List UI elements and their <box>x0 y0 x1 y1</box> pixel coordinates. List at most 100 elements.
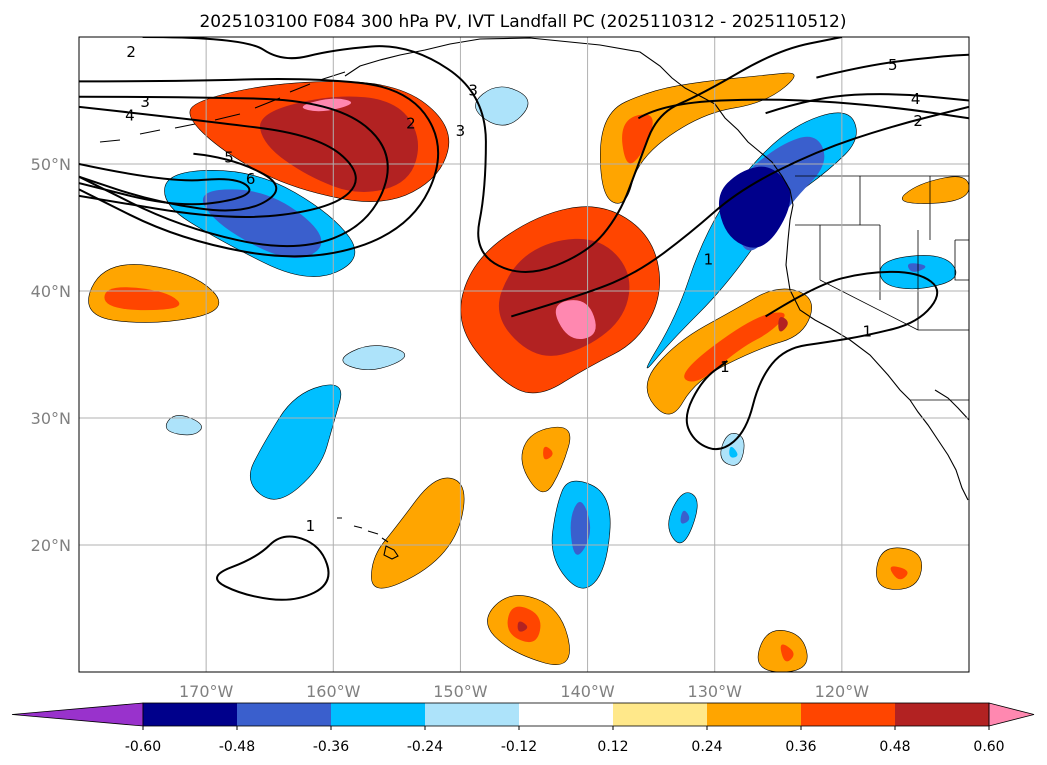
contour-label: 6 <box>246 170 256 188</box>
pv-filled-contours <box>88 72 969 672</box>
contour-line-6-11 <box>79 163 251 206</box>
contour-line-4-7 <box>79 105 357 218</box>
colorbar-segment <box>425 703 520 726</box>
contour-line-4-8 <box>765 93 969 115</box>
contour-label: 1 <box>720 358 730 376</box>
gulf-of-california <box>934 389 969 421</box>
contour-line-1-1 <box>685 270 939 451</box>
colorbar-label: -0.60 <box>125 739 161 755</box>
hawaii-islands <box>337 517 399 560</box>
x-tick-label: 120°W <box>815 682 870 701</box>
pv-region-inner-9 <box>890 566 908 580</box>
pv-region-core-12 <box>718 166 791 248</box>
pv-region-inner-11 <box>202 189 322 258</box>
colorbar-label: 0.48 <box>879 739 910 755</box>
y-tick-label: 30°N <box>31 409 71 428</box>
contour-label: 3 <box>140 93 150 111</box>
pv-region-inner-10 <box>780 644 794 662</box>
colorbar-label: -0.12 <box>501 739 537 755</box>
contour-label: 1 <box>704 250 714 268</box>
x-tick-label: 140°W <box>560 682 615 701</box>
pv-region-inner-17 <box>570 501 591 555</box>
contour-label: 1 <box>863 323 873 341</box>
pv-region-core-1 <box>555 300 596 340</box>
pv-region-14 <box>342 345 406 371</box>
colorbar-label: -0.36 <box>313 739 349 755</box>
us-west-coastline <box>785 219 911 401</box>
pv-region-inner-18 <box>680 510 690 524</box>
contour-label: 2 <box>126 43 136 61</box>
contour-label: 5 <box>888 56 898 74</box>
colorbar-segment <box>707 703 802 726</box>
x-tick-label: 170°W <box>179 682 234 701</box>
alaska-coastline <box>344 37 701 97</box>
x-tick-label: 130°W <box>688 682 743 701</box>
pv-region-inner-4 <box>104 287 180 311</box>
chart-title: 2025103100 F084 300 hPa PV, IVT Landfall… <box>199 12 846 32</box>
pv-region-inner-19 <box>907 263 926 272</box>
colorbar-label: 0.12 <box>597 739 628 755</box>
colorbar-segment <box>613 703 708 726</box>
contour-line-5-10 <box>816 53 969 79</box>
pv-region-inner-0 <box>259 96 419 192</box>
state-borders <box>795 176 969 331</box>
bc-coastline <box>699 95 794 221</box>
colorbar: -0.60 -0.48 -0.36 -0.24 -0.12 0.12 0.24 0.36 0.4… <box>11 702 1035 755</box>
pv-region-2 <box>599 72 795 204</box>
pv-region-inner-20 <box>729 446 738 458</box>
colorbar-label: 0.36 <box>785 739 816 755</box>
colorbar-segment <box>237 703 332 726</box>
contour-label: 2 <box>913 112 923 130</box>
contour-line-3-5 <box>79 95 389 248</box>
contour-line-1-2 <box>511 105 969 318</box>
pv-region-inner-6 <box>543 446 553 460</box>
contour-label: 2 <box>406 114 416 132</box>
contour-label: 3 <box>468 81 478 99</box>
pv-region-5 <box>371 477 465 589</box>
colorbar-label: -0.48 <box>219 739 255 755</box>
pv-region-16 <box>475 86 529 126</box>
pv-region-core-8 <box>517 621 528 632</box>
pv-region-6 <box>521 426 571 493</box>
pv-region-core-3 <box>778 317 788 332</box>
y-tick-label: 50°N <box>31 155 71 174</box>
colorbar-label: 0.60 <box>973 739 1004 755</box>
x-tick-label: 150°W <box>433 682 488 701</box>
y-tick-label: 20°N <box>31 536 71 555</box>
colorbar-label: -0.24 <box>407 739 443 755</box>
x-tick-label: 160°W <box>306 682 361 701</box>
pv-region-inner-1 <box>498 238 630 356</box>
colorbar-segment <box>331 703 426 726</box>
colorbar-segment <box>519 703 614 726</box>
aleutian-islands <box>99 71 346 143</box>
contour-label: 4 <box>125 107 135 125</box>
height-contours <box>79 37 969 601</box>
contour-line-3-6 <box>142 37 843 273</box>
colorbar-label: 0.24 <box>691 739 722 755</box>
contour-label: 3 <box>456 122 466 140</box>
contour-label: 4 <box>911 90 921 108</box>
contour-label: 1 <box>306 517 316 535</box>
colorbar-segment <box>143 703 238 726</box>
y-tick-label: 40°N <box>31 282 71 301</box>
colorbar-segment <box>895 703 990 726</box>
coastlines <box>99 37 969 560</box>
pv-region-core-0 <box>302 98 352 112</box>
pv-region-13 <box>249 384 342 500</box>
contour-line-2-3 <box>79 77 440 258</box>
contour-line-1-0 <box>216 535 330 601</box>
map-frame <box>78 36 970 673</box>
colorbar-segment <box>801 703 896 726</box>
pv-region-15 <box>165 415 202 436</box>
colorbar-extend-high <box>988 702 1035 727</box>
colorbar-frame <box>142 702 990 727</box>
pv-region-inner-3 <box>684 312 785 382</box>
colorbar-extend-low <box>11 702 144 727</box>
pv-region-inner-2 <box>622 114 653 164</box>
baja-coastline <box>909 399 969 501</box>
axis-ticks: 170°W 160°W 150°W 140°W 130°W 120°W 20°N 30°N 40… <box>31 155 870 701</box>
political-borders <box>795 175 969 401</box>
contour-label: 5 <box>224 149 234 167</box>
